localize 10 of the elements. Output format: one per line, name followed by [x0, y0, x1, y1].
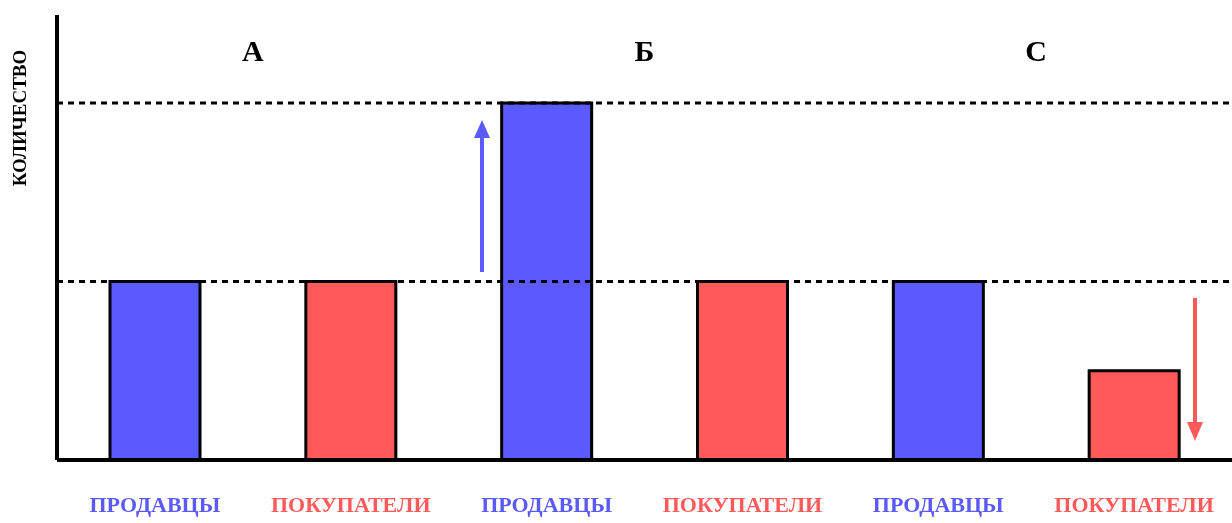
x-tick-label: ПОКУПАТЕЛИ: [662, 492, 823, 517]
y-axis-title: КОЛИЧЕСТВО: [9, 49, 31, 187]
x-tick-label: ПОКУПАТЕЛИ: [270, 492, 431, 517]
text: Б: [633, 34, 656, 68]
text: А: [241, 34, 265, 68]
text: С: [1024, 34, 1048, 68]
x-tick-label: ПОКУПАТЕЛИ: [1054, 492, 1214, 517]
x-tick-label: ПРОДАВЦЫ: [481, 492, 613, 517]
x-tick-label: ПРОДАВЦЫ: [89, 492, 221, 517]
x-tick-label: ПРОДАВЦЫ: [872, 492, 1005, 517]
